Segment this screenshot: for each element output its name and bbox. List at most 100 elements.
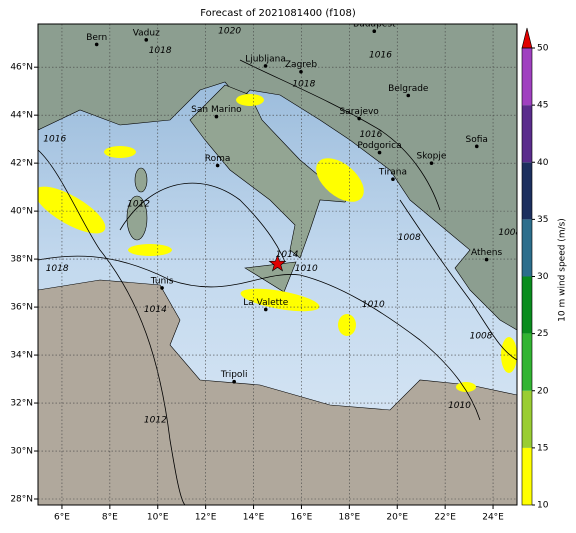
isobar-label: 1018	[46, 264, 69, 274]
isobar	[38, 255, 481, 421]
city-marker	[377, 150, 382, 155]
y-tick-label: 40°N	[10, 207, 33, 217]
city-label: Tunis	[150, 276, 174, 286]
city-marker	[263, 64, 268, 68]
isobar-label: 1012	[127, 199, 150, 209]
city-label: Skopje	[417, 152, 447, 162]
isobar-label: 1010	[448, 401, 471, 411]
city-label: Sarajevo	[340, 107, 380, 117]
isobar-label: 1018	[292, 79, 315, 89]
city-marker	[94, 42, 99, 47]
city-marker	[299, 69, 303, 74]
colorbar-segment	[522, 333, 532, 391]
colorbar-tick-label: 30	[537, 272, 549, 282]
colorbar-tick-label: 40	[537, 158, 549, 168]
y-tick-label: 46°N	[10, 63, 33, 73]
map-title: Forecast of 2021081400 (f108)	[200, 8, 356, 19]
map-area: 1018 1020 1016 1018 1016 1012 1018 1014 1010 1010…	[38, 20, 521, 505]
city-label: Ljubljana	[245, 54, 286, 64]
x-tick-label: 6°E	[54, 513, 70, 523]
map-frame	[37, 23, 518, 506]
isobar-label: 1016	[369, 51, 392, 61]
land-sardinia	[126, 195, 148, 241]
city-marker	[214, 114, 219, 119]
isobar-label: 1008	[498, 228, 521, 238]
wind-patch	[240, 288, 320, 312]
wind-patch	[456, 382, 476, 392]
isobar-label: 1020	[218, 27, 241, 37]
colorbar-segment	[522, 162, 532, 220]
y-tick-label: 32°N	[10, 399, 33, 409]
x-tick-label: 18°E	[339, 513, 361, 523]
isobar-label: 1014	[144, 305, 167, 315]
land-europe	[38, 24, 517, 331]
colorbar-tick-label: 50	[537, 44, 549, 54]
city-marker	[232, 379, 236, 384]
city-label: San Marino	[191, 105, 242, 115]
location-star	[268, 254, 287, 272]
city-marker	[429, 161, 434, 165]
colorbar-tick-label: 45	[537, 101, 548, 111]
colorbar-segment	[522, 390, 532, 448]
city-marker	[357, 116, 361, 121]
wind-patch	[38, 186, 106, 234]
wind-patch	[236, 94, 264, 106]
city-label: Podgorica	[357, 141, 401, 151]
isobar	[38, 149, 186, 505]
colorbar-tick-label: 25	[537, 329, 548, 339]
city-label: Belgrade	[388, 84, 429, 94]
city-label: Zagreb	[285, 60, 317, 70]
city-marker	[406, 93, 411, 98]
y-tick-label: 38°N	[10, 255, 33, 265]
city-marker	[484, 257, 489, 262]
isobar-label: 1008	[398, 233, 421, 243]
isobar	[239, 59, 441, 211]
wind-patch	[338, 314, 356, 336]
grid	[38, 24, 517, 505]
isobar-label: 1010	[295, 264, 318, 274]
colorbar-segment	[522, 219, 532, 277]
colorbar-segment	[522, 276, 532, 334]
city-marker	[391, 177, 395, 182]
x-tick-label: 22°E	[434, 513, 456, 523]
city-label: Tripoli	[220, 370, 248, 380]
y-tick-label: 36°N	[10, 303, 33, 313]
x-tick-label: 8°E	[102, 513, 118, 523]
wind-patches	[38, 94, 517, 392]
isobar	[399, 199, 517, 361]
y-tick-label: 34°N	[10, 351, 33, 361]
city-label: Roma	[205, 154, 231, 164]
city-marker	[372, 29, 377, 33]
colorbar-segment	[522, 105, 532, 163]
city-label: La Valette	[243, 298, 288, 308]
axes: 6°E 8°E 10°E 12°E 14°E 16°E 18°E 20°E 22°E 24°E 28…	[10, 63, 504, 523]
overlay: 1018 1020 1016 1018 1016 1012 1018 1014 1010 1010…	[43, 20, 521, 425]
wind-patch	[501, 337, 517, 373]
wind-patch	[104, 146, 136, 158]
city-marker	[263, 307, 268, 312]
isobar-label: 1010	[362, 300, 385, 310]
isobar-label: 1014	[276, 250, 299, 260]
colorbar-extend	[521, 27, 533, 49]
x-tick-label: 24°E	[482, 513, 504, 523]
colorbar-segment	[522, 447, 532, 505]
isobar-label: 1016	[43, 135, 66, 145]
city-marker	[144, 38, 149, 42]
y-tick-label: 42°N	[10, 159, 33, 169]
isobar-label: 1012	[144, 415, 167, 425]
y-tick-label: 28°N	[10, 495, 33, 505]
x-tick-label: 20°E	[386, 513, 408, 523]
x-tick-label: 12°E	[195, 513, 217, 523]
city-label: Vaduz	[133, 28, 160, 38]
city-label: Tirana	[378, 168, 407, 178]
city-marker	[160, 286, 164, 290]
city-marker	[215, 163, 220, 168]
colorbar-tick-label: 35	[537, 215, 548, 225]
isobar	[119, 182, 286, 263]
x-tick-label: 16°E	[291, 513, 313, 523]
city-label: Budapest	[353, 20, 396, 30]
colorbar-tick-label: 15	[537, 443, 548, 453]
colorbar-tick-label: 10	[537, 501, 549, 511]
wind-patch	[128, 244, 172, 256]
